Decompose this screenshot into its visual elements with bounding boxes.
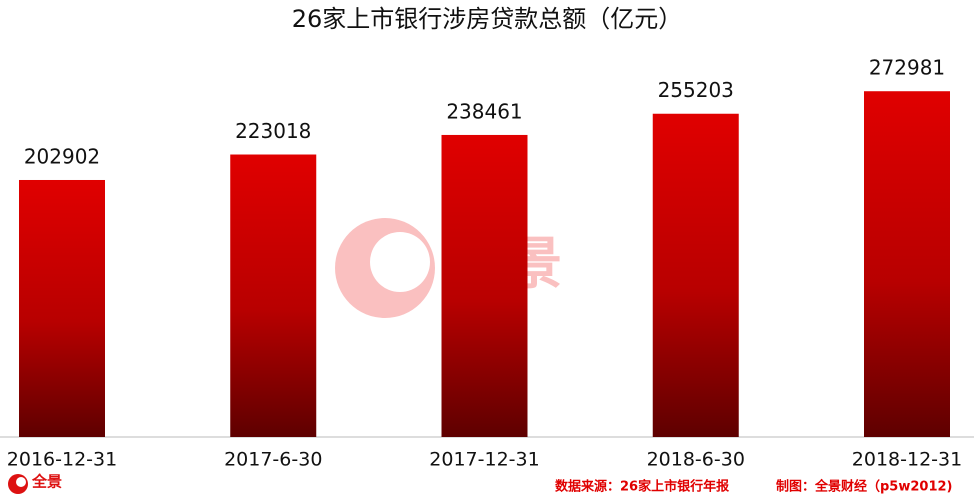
chart-title: 26家上市银行涉房贷款总额（亿元） — [292, 5, 683, 33]
value-label: 238461 — [446, 99, 522, 123]
value-label: 202902 — [24, 144, 100, 168]
bar — [230, 154, 317, 437]
source-note: 数据来源：26家上市银行年报 — [555, 479, 730, 495]
x-tick-label: 2017-12-31 — [429, 449, 539, 471]
watermark-logo — [335, 218, 435, 318]
x-tick-label: 2018-6-30 — [647, 449, 745, 471]
watermark: 全景 — [335, 218, 562, 318]
watermark-logo-inner — [370, 232, 430, 292]
bar — [652, 113, 739, 438]
value-label: 272981 — [869, 56, 945, 80]
bar — [864, 91, 950, 438]
bar — [19, 179, 105, 438]
credit-note: 制图：全景财经（p5w2012) — [776, 479, 952, 495]
logo-text: 全景 — [31, 473, 62, 491]
value-label: 255203 — [658, 78, 734, 102]
x-tick-label: 2018-12-31 — [852, 449, 962, 471]
x-tick-label: 2016-12-31 — [7, 449, 117, 471]
logo-mark-inner — [16, 477, 26, 487]
footer-logo: 全景 — [8, 473, 62, 494]
bar — [441, 134, 528, 437]
x-tick-label: 2017-6-30 — [224, 449, 322, 471]
value-label: 223018 — [235, 119, 311, 143]
